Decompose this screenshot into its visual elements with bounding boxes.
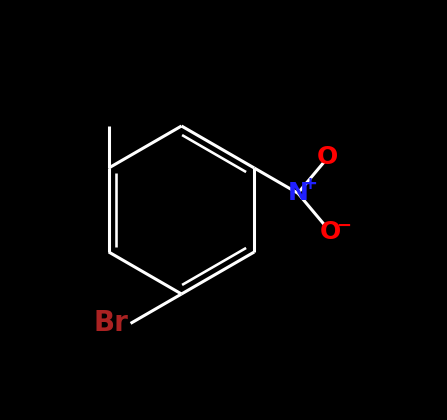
Text: +: + bbox=[302, 175, 317, 193]
Text: O: O bbox=[319, 220, 341, 244]
Text: Br: Br bbox=[93, 310, 128, 337]
Text: N: N bbox=[287, 181, 308, 205]
Text: O: O bbox=[316, 145, 337, 169]
Text: −: − bbox=[336, 217, 351, 235]
